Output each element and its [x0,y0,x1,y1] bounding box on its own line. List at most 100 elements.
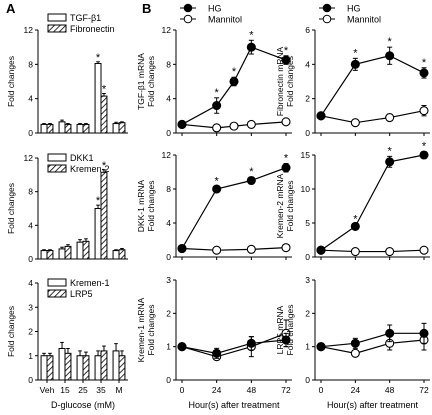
a2-bar [94,208,102,260]
a2-bar [46,250,54,260]
a2-y-tick-label: 4 [28,220,33,230]
b2-y-tick-label: 4 [305,59,310,69]
a3-legend-label: LRP5 [70,289,93,299]
a3-bar [94,355,102,381]
b4-y-tick-label: 10 [301,184,311,194]
b2-series-line [320,110,425,124]
a3-bar [112,350,120,381]
b3-y-label: DKK-1 mRNA [136,179,146,232]
b6-point [350,348,360,358]
a1-significance-marker: * [102,84,107,96]
b3-y-label: Fold changes [146,180,156,231]
b5-x-tick-label: 72 [281,385,291,395]
b4-point [350,247,360,257]
b4-y-label: Fold changes [285,180,295,231]
a2-bar [112,250,120,260]
b6-series-line [320,339,425,354]
b6-x-label: Hour(s) after treatment [327,400,419,410]
a1-bar [118,122,126,134]
b3-y-tick-label: 8 [166,184,171,194]
b2-point [419,106,429,116]
b1-point [229,76,239,87]
b2-legend-label: HG [347,4,361,14]
a2-bar [58,248,66,260]
b4-point [419,150,429,160]
b4-point [385,247,395,257]
b2-significance-marker: * [422,57,427,69]
b1-point [177,119,187,129]
a1-legend-swatch [47,24,67,33]
b1-significance-marker: * [249,29,254,41]
a3-bar [64,352,72,381]
b6-y-label: LRP5 mRNA [275,305,285,354]
b1-point [246,119,256,129]
b3-point [246,244,256,254]
b1-point [246,42,256,52]
a2-bar [76,241,84,260]
a2-significance-marker: * [102,160,107,172]
a3-bar [46,355,54,381]
a1-bar [112,123,120,134]
b6-point [419,328,429,338]
a1-bar [82,123,90,134]
a3-bar [118,355,126,381]
b5-x-label: Hour(s) after treatment [188,400,280,410]
b6-x-tick-label: 48 [385,385,395,395]
b3-significance-marker: * [284,153,289,165]
a3-bar [76,355,84,381]
a2-y-label: Fold changes [6,183,16,234]
b2-y-tick-label: 6 [305,25,310,35]
a2-legend-swatch [47,153,67,162]
a3-legend-label: Kremen-1 [70,278,110,288]
a2-legend-label: DKK1 [70,153,94,163]
b2-legend-marker [322,14,332,24]
b4-point [419,245,429,255]
b4-y-label: Kremen-2 mRNA [275,173,285,238]
b3-point [212,184,222,194]
b1-point [281,117,291,127]
a1-bar [94,62,102,134]
b5-y-tick-label: 2 [166,308,171,318]
a3-x-tick-label: 15 [60,385,70,395]
a1-bar [100,95,108,134]
a2-legend-label: Kremen-2 [70,164,110,174]
a3-legend-swatch [47,278,67,287]
b2-legend-label: Mannitol [347,15,381,25]
b1-significance-marker: * [232,66,237,78]
a2-bar [64,245,72,260]
b2-legend-marker [322,3,332,13]
b4-series-line [320,249,425,253]
b5-y-tick-label: 1 [166,342,171,352]
a3-y-tick-label: 2 [28,327,33,337]
a2-bar [82,240,90,260]
b5-x-tick-label: 24 [212,385,222,395]
b3-significance-marker: * [215,175,220,187]
a3-bar [100,350,108,381]
a3-y-tick-label: 4 [28,278,33,288]
b1-point [281,55,291,65]
b4-y-tick-label: 15 [301,150,311,160]
b3-significance-marker: * [249,166,254,178]
b1-y-tick-label: 8 [166,59,171,69]
a2-bar [100,171,108,260]
b3-point [212,245,222,255]
b4-significance-marker: * [422,141,427,153]
b4-significance-marker: * [353,213,358,225]
a1-y-tick-label: 12 [24,25,34,35]
b6-x-tick-label: 72 [419,385,429,395]
b1-legend-label: Mannitol [208,15,242,25]
b6-y-tick-label: 3 [305,275,310,285]
b6-x-tick-label: 24 [351,385,361,395]
b2-point [316,111,326,121]
b2-point [350,59,360,69]
a1-bar [46,123,54,134]
b4-series-line [320,154,425,251]
a1-legend-label: TGF-β1 [70,13,101,23]
b3-point [246,175,256,186]
b1-y-tick-label: 0 [166,128,171,138]
a3-x-tick-label: 25 [78,385,88,395]
b6-y-tick-label: 0 [305,375,310,385]
b6-point [350,338,360,348]
a3-x-tick-label: 35 [96,385,106,395]
